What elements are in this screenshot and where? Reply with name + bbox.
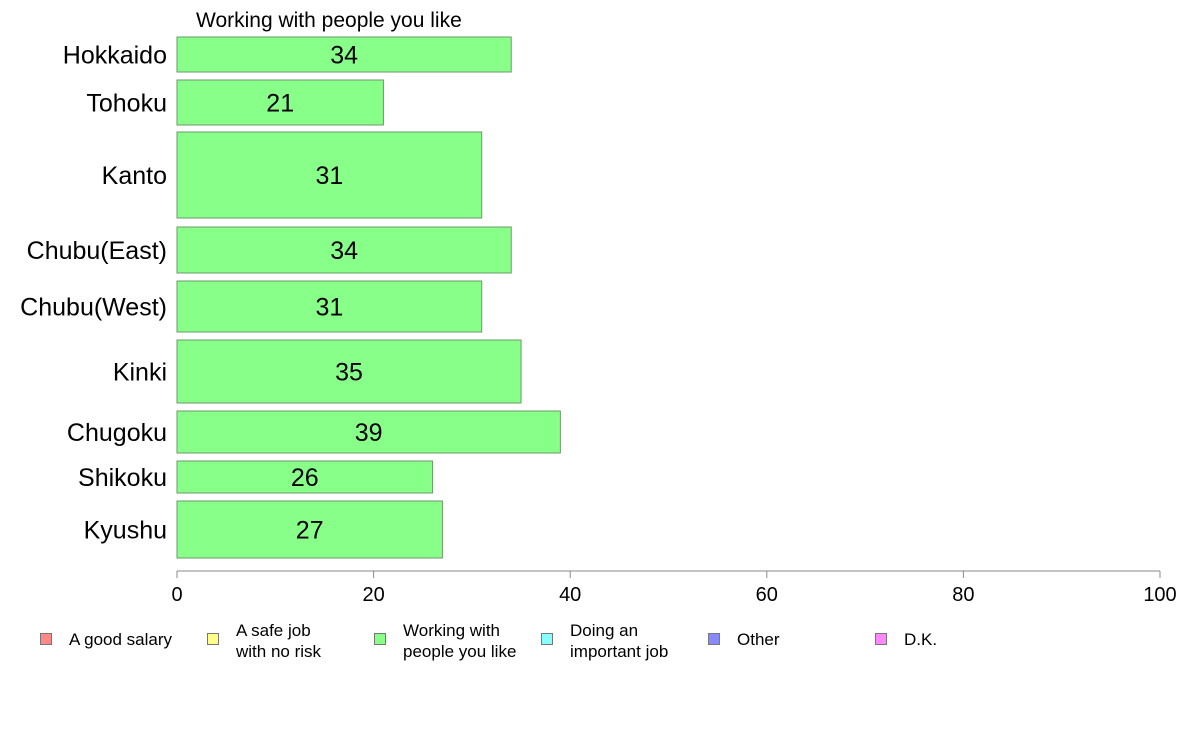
x-tick-label: 40 [559, 584, 581, 606]
x-axis: 0 20 40 60 80 100 [171, 570, 1177, 606]
bar [176, 280, 483, 333]
bar [176, 131, 483, 219]
value-label: 31 [315, 162, 343, 190]
x-tick-label: 80 [952, 584, 974, 606]
legend-label: D.K. [904, 630, 938, 649]
category-label: Kanto [102, 162, 167, 190]
legend-label: A good salary [69, 630, 173, 649]
x-tick-label: 100 [1143, 584, 1176, 606]
legend-label: Working with people you like [403, 621, 517, 661]
bar [176, 79, 384, 126]
legend-swatch [875, 633, 887, 645]
x-tick-label: 20 [362, 584, 384, 606]
value-label: 31 [315, 294, 343, 322]
bar [176, 500, 443, 559]
value-label: 39 [355, 419, 383, 447]
legend-swatch [207, 633, 219, 645]
category-label: Shikoku [78, 464, 167, 492]
category-label: Kinki [113, 359, 167, 387]
legend-label: Other [737, 630, 780, 649]
bar [176, 226, 512, 274]
chart-title: Working with people you like [196, 9, 462, 32]
x-tick-label: 0 [171, 584, 182, 606]
chart: Working with people you like Hokkaido 34 T… [20, 9, 1177, 606]
bar [176, 410, 561, 454]
legend-swatch [708, 633, 720, 645]
category-label: Chugoku [67, 419, 167, 447]
legend-swatch [40, 633, 52, 645]
bar [176, 460, 434, 494]
category-label: Chubu(East) [27, 237, 167, 265]
category-label: Chubu(West) [20, 294, 167, 322]
bars-group: Hokkaido 34 Tohoku 21 Kanto 31 Chubu(East) 34 Ch… [20, 36, 561, 559]
legend-label: Doing an important job [570, 621, 669, 661]
category-label: Tohoku [86, 90, 167, 118]
legend-swatch [374, 633, 386, 645]
category-label: Hokkaido [63, 42, 167, 70]
bar [176, 36, 512, 73]
value-label: 35 [335, 359, 363, 387]
value-label: 34 [330, 42, 358, 70]
legend-swatch [541, 633, 553, 645]
value-label: 34 [330, 237, 358, 265]
bar [176, 339, 522, 404]
legend-label: A safe job with no risk [236, 621, 322, 661]
category-label: Kyushu [84, 517, 167, 545]
value-label: 26 [291, 464, 319, 492]
x-tick-label: 60 [756, 584, 778, 606]
value-label: 27 [296, 517, 324, 545]
value-label: 21 [266, 90, 294, 118]
legend: A good salary A safe job with no risk Work… [0, 620, 1188, 670]
